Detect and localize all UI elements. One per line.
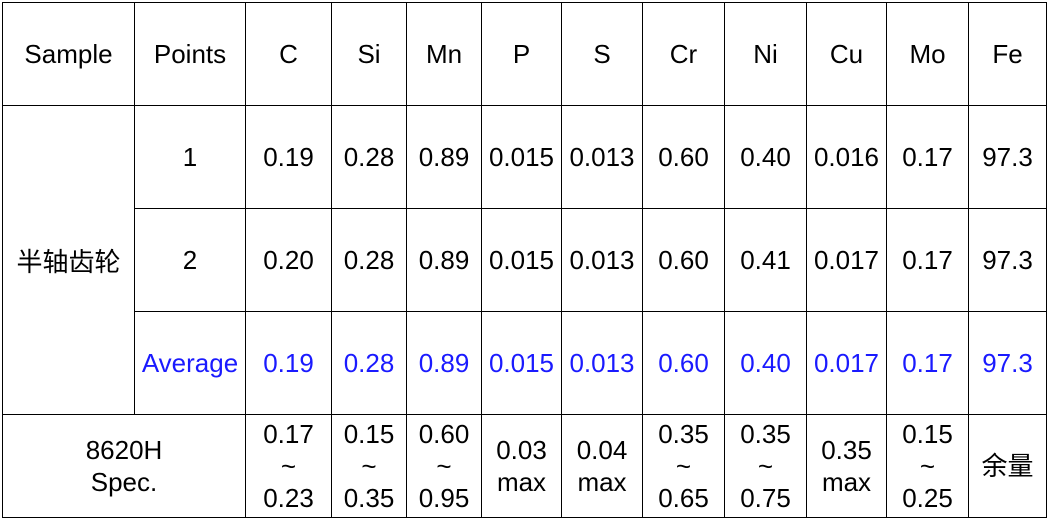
spec-line: max	[577, 467, 627, 497]
point-cell: 1	[134, 105, 246, 209]
spec-line: 0.95	[418, 483, 470, 513]
spec-line: 0.15	[343, 419, 395, 449]
header-cell: Fe	[968, 2, 1047, 106]
header-cell: Cu	[806, 2, 887, 106]
spec-label-cell: 8620H Spec.	[2, 414, 246, 518]
spec-cell: 0.15 ~0.35	[331, 414, 407, 518]
value-cell: 0.17	[886, 105, 969, 209]
data-row: 2 0.20 0.28 0.89 0.015 0.013 0.60 0.41 0.017 0.17…	[3, 208, 1047, 312]
point-cell: Average	[134, 311, 246, 415]
value-cell: 0.20	[245, 208, 332, 312]
value-cell: 0.28	[331, 311, 407, 415]
spec-line: ~	[436, 451, 452, 481]
sample-cell: 半轴齿轮	[2, 105, 135, 415]
spec-line: 0.35	[740, 419, 791, 449]
spec-line: 0.15	[902, 419, 953, 449]
spec-cell: 0.03 max	[481, 414, 562, 518]
spec-line: 0.17	[263, 419, 314, 449]
spec-line: ~	[361, 451, 377, 481]
value-cell: 0.013	[561, 311, 643, 415]
value-cell: 0.89	[406, 208, 482, 312]
point-cell: 2	[134, 208, 246, 312]
data-row: 半轴齿轮 1 0.19 0.28 0.89 0.015 0.013 0.60 0.40 0.016…	[2, 105, 1047, 415]
spec-line: ~	[919, 451, 936, 481]
value-cell: 0.89	[406, 105, 482, 209]
value-cell: 0.013	[561, 105, 643, 209]
value-cell: 0.60	[642, 105, 725, 209]
spec-line: ~	[757, 451, 774, 481]
header-cell: Cr	[642, 2, 725, 106]
value-cell: 0.016	[806, 105, 887, 209]
value-cell: 0.60	[642, 208, 725, 312]
spec-line: ~	[675, 451, 692, 481]
spec-line: 0.23	[263, 483, 314, 513]
spec-line: 0.60	[418, 419, 470, 449]
header-cell: Si	[331, 2, 407, 106]
header-cell: S	[561, 2, 643, 106]
header-cell: C	[245, 2, 332, 106]
value-cell: 0.41	[724, 208, 807, 312]
spec-line: ~	[280, 451, 297, 481]
spec-line: max	[496, 467, 547, 497]
spec-line: 余量	[981, 451, 1034, 481]
value-cell: 0.60	[642, 311, 725, 415]
spec-cell: 0.35 max	[806, 414, 887, 518]
value-cell: 0.015	[481, 208, 562, 312]
header-row: Sample Points C Si Mn P S Cr Ni Cu Mo Fe	[2, 2, 1047, 106]
header-cell: Sample	[2, 2, 135, 106]
spec-cell: 0.17 ~0.23	[245, 414, 332, 518]
value-cell: 97.3	[968, 105, 1047, 209]
spec-label-line: 8620H	[85, 435, 163, 465]
spec-label-line: Spec.	[90, 467, 158, 497]
value-cell: 0.015	[481, 105, 562, 209]
header-cell: P	[481, 2, 562, 106]
data-row: Average 0.19 0.28 0.89 0.015 0.013 0.60 0.40 0.0…	[3, 311, 1047, 415]
header-cell: Mn	[406, 2, 482, 106]
value-cell: 0.40	[724, 105, 807, 209]
spec-line: 0.35	[343, 483, 395, 513]
value-cell: 0.013	[561, 208, 643, 312]
spec-cell: 0.60 ~0.95	[406, 414, 482, 518]
spec-cell: 0.15 ~0.25	[886, 414, 969, 518]
value-cell: 0.017	[806, 208, 887, 312]
spec-line: 0.65	[658, 483, 709, 513]
value-cell: 0.28	[331, 105, 407, 209]
spec-cell: 余量	[968, 414, 1047, 518]
spec-line: max	[821, 467, 872, 497]
spec-cell: 0.04 max	[561, 414, 643, 518]
value-cell: 0.17	[886, 311, 969, 415]
value-cell: 0.28	[331, 208, 407, 312]
spec-line: 0.75	[740, 483, 791, 513]
spec-line: 0.35	[821, 435, 872, 465]
value-cell: 0.19	[245, 311, 332, 415]
value-cell: 0.17	[886, 208, 969, 312]
header-cell: Points	[134, 2, 246, 106]
value-cell: 97.3	[968, 311, 1047, 415]
value-cell: 0.89	[406, 311, 482, 415]
value-cell: 0.40	[724, 311, 807, 415]
spec-cell: 0.35 ~0.75	[724, 414, 807, 518]
spec-line: 0.03	[496, 435, 547, 465]
value-cell: 0.017	[806, 311, 887, 415]
value-cell: 97.3	[968, 208, 1047, 312]
header-cell: Mo	[886, 2, 969, 106]
header-cell: Ni	[724, 2, 807, 106]
spec-line: 0.04	[576, 435, 628, 465]
spec-cell: 0.35 ~0.65	[642, 414, 725, 518]
value-cell: 0.19	[245, 105, 332, 209]
spec-row: 8620H Spec. 0.17 ~0.23 0.15 ~0.35 0.60 ~0.95 0.0…	[2, 414, 1047, 518]
value-cell: 0.015	[481, 311, 562, 415]
spec-line: 0.35	[658, 419, 709, 449]
spec-line: 0.25	[902, 483, 953, 513]
